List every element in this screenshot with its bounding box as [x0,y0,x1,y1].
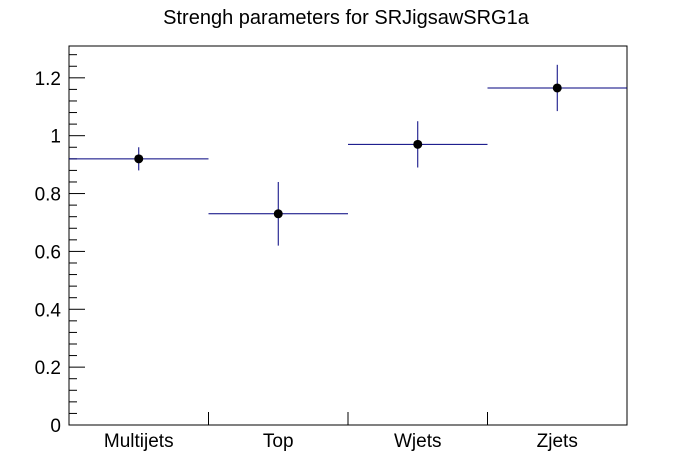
y-tick-label: 1 [50,127,61,148]
y-tick-label: 1.2 [35,69,61,90]
data-point [134,154,144,164]
plot-frame [68,45,628,426]
chart-title: Strengh parameters for SRJigsawSRG1a [163,7,530,29]
x-tick-label: Wjets [394,431,442,452]
data-point [413,139,423,149]
y-tick-label: 0.6 [35,242,61,263]
y-tick-label: 0.8 [35,185,61,206]
x-tick-label: Multijets [104,431,174,452]
data-points [69,64,627,246]
y-tick-label: 0.2 [35,358,61,379]
x-axis: Multijets Top Wjets Zjets [104,412,578,452]
y-tick-label: 0 [50,416,61,437]
y-tick-label: 0.4 [35,300,62,321]
data-point [273,209,283,219]
x-tick-label: Top [263,431,294,452]
y-axis: 0 0.2 0.4 0.6 0.8 1 1.2 [35,54,85,437]
data-point [552,83,562,93]
x-tick-label: Zjets [537,431,578,452]
